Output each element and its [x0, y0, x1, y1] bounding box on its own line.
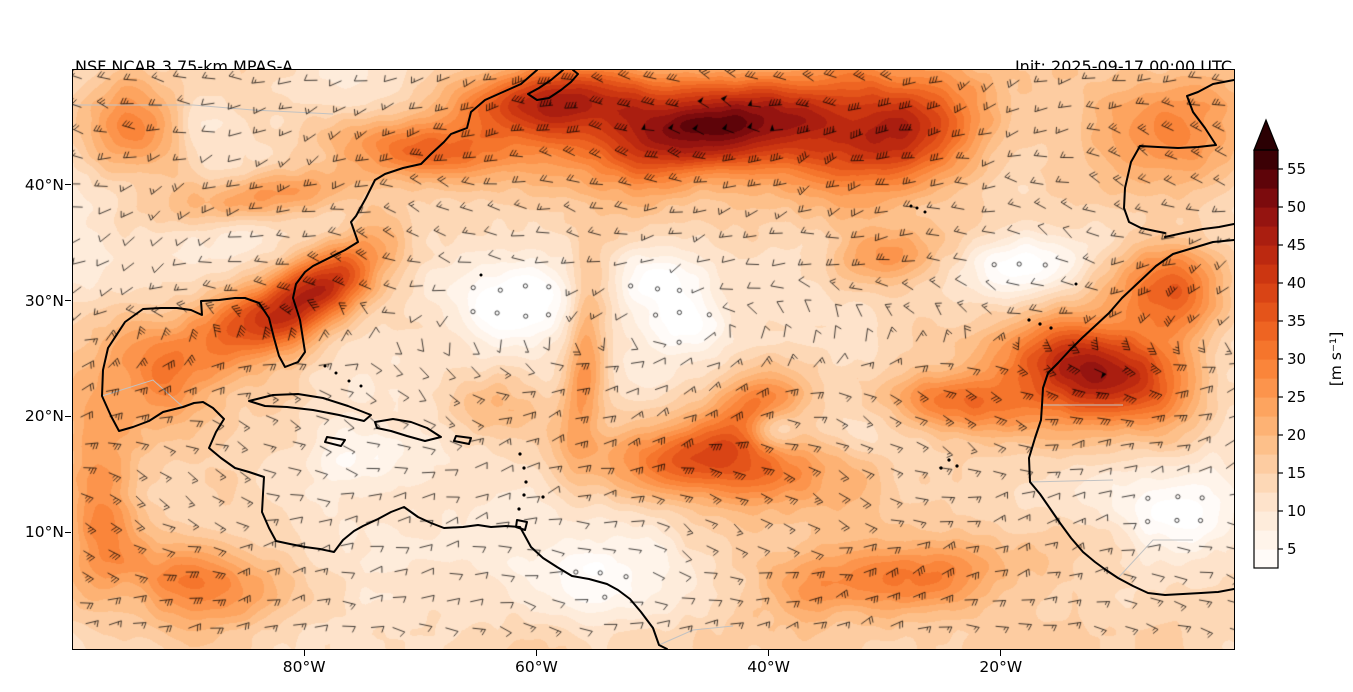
- colorbar-tick-label: 20: [1287, 426, 1306, 444]
- colorbar-tick-label: 15: [1287, 464, 1306, 482]
- y-axis-tick-label: 40°N: [24, 175, 64, 194]
- x-axis-tick-label: 60°W: [514, 658, 558, 676]
- colorbar-level: [1254, 378, 1278, 398]
- colorbar-level: [1254, 245, 1278, 265]
- colorbar-level: [1254, 169, 1278, 189]
- map-plot-area: [72, 69, 1235, 650]
- colorbar-tick-label: 35: [1287, 312, 1306, 330]
- colorbar-tick-label: 5: [1287, 540, 1297, 558]
- colorbar-tick-label: 30: [1287, 350, 1306, 368]
- x-axis-tick-label: 20°W: [979, 658, 1023, 676]
- colorbar-level: [1254, 530, 1278, 550]
- x-axis-tick-label: 40°W: [747, 658, 790, 676]
- colorbar-level: [1254, 473, 1278, 493]
- colorbar-tick-label: 10: [1287, 502, 1306, 520]
- colorbar-over-arrow: [1253, 118, 1279, 151]
- colorbar-tick-label: 40: [1287, 274, 1306, 292]
- x-axis-tick: [303, 650, 305, 656]
- y-axis-tick-label: 10°N: [24, 523, 64, 542]
- y-axis-tick-label: 20°N: [24, 407, 64, 426]
- wind-barbs-canvas: [73, 70, 1234, 649]
- colorbar-tick-label: 45: [1287, 236, 1306, 254]
- x-axis-tick: [1000, 650, 1002, 656]
- colorbar-tick-label: 25: [1287, 388, 1306, 406]
- colorbar-level: [1254, 150, 1278, 170]
- colorbar: 5 10 15 20 25 30 35 40 45 50 55 [m s⁻¹]: [1253, 118, 1345, 569]
- colorbar-level: [1254, 188, 1278, 208]
- colorbar-level: [1254, 511, 1278, 531]
- colorbar-level: [1254, 340, 1278, 360]
- colorbar-tick-label: 55: [1287, 160, 1306, 178]
- x-axis-tick-label: 80°W: [282, 658, 326, 676]
- colorbar-level: [1254, 359, 1278, 379]
- colorbar-level: [1254, 492, 1278, 512]
- y-axis-tick: [65, 531, 71, 533]
- colorbar-level: [1254, 207, 1278, 227]
- colorbar-tick-label: 50: [1287, 198, 1306, 216]
- colorbar-level: [1254, 321, 1278, 341]
- x-axis-tick: [767, 650, 770, 656]
- y-axis-tick: [65, 299, 71, 302]
- y-axis-tick: [65, 184, 71, 186]
- colorbar-level: [1254, 264, 1278, 284]
- colorbar-level: [1254, 397, 1278, 417]
- colorbar-level: [1254, 549, 1278, 569]
- colorbar-unit-label: [m s⁻¹]: [1327, 332, 1345, 387]
- y-axis-tick: [65, 415, 71, 418]
- colorbar-level: [1254, 416, 1278, 436]
- colorbar-level: [1254, 302, 1278, 322]
- x-axis-tick: [535, 650, 538, 656]
- colorbar-level: [1254, 454, 1278, 474]
- colorbar-level: [1254, 283, 1278, 303]
- colorbar-level: [1254, 435, 1278, 455]
- y-axis-tick-label: 30°N: [24, 291, 64, 310]
- colorbar-level: [1254, 226, 1278, 246]
